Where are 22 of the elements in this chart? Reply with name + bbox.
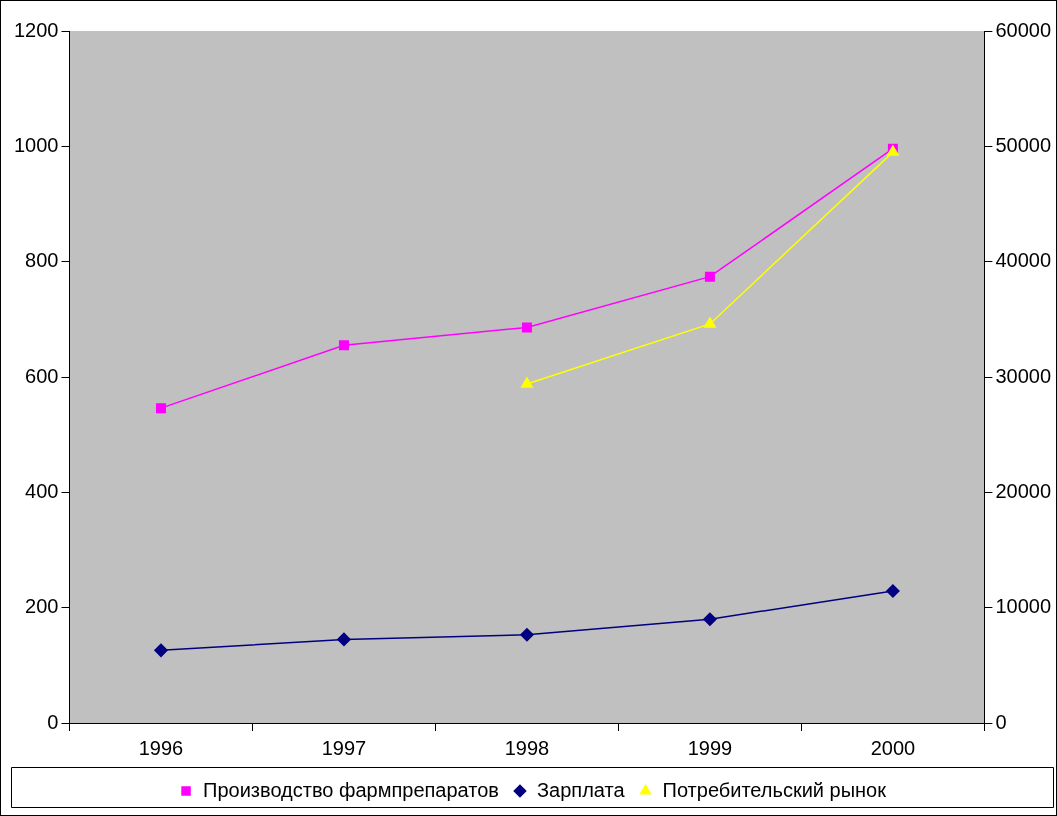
y-tick-label: 1000 [13, 133, 59, 156]
y2-tick-label: 0 [995, 710, 1007, 733]
x-tick-label: 1999 [687, 736, 733, 759]
legend-label: Производство фармпрепаратов [203, 778, 499, 801]
y2-tick-label: 50000 [995, 133, 1052, 156]
x-tick-label: 1997 [321, 736, 367, 759]
y-tick-label: 400 [25, 479, 59, 502]
y2-tick-label: 20000 [995, 479, 1052, 502]
x-tick-label: 1996 [138, 736, 184, 759]
y-tick-label: 800 [25, 249, 59, 272]
y2-tick-label: 60000 [995, 18, 1052, 41]
legend-label: Потребительский рынок [662, 778, 887, 801]
x-tick-label: 2000 [870, 736, 916, 759]
y-tick-label: 0 [47, 710, 59, 733]
x-tick-label: 1998 [504, 736, 550, 759]
y2-tick-label: 40000 [995, 249, 1052, 272]
y-tick-label: 200 [25, 595, 59, 618]
legend-label: Зарплата [536, 778, 626, 801]
y2-tick-label: 10000 [995, 595, 1052, 618]
y-tick-label: 1200 [13, 18, 59, 41]
y-tick-label: 600 [25, 364, 59, 387]
y2-tick-label: 30000 [995, 364, 1052, 387]
